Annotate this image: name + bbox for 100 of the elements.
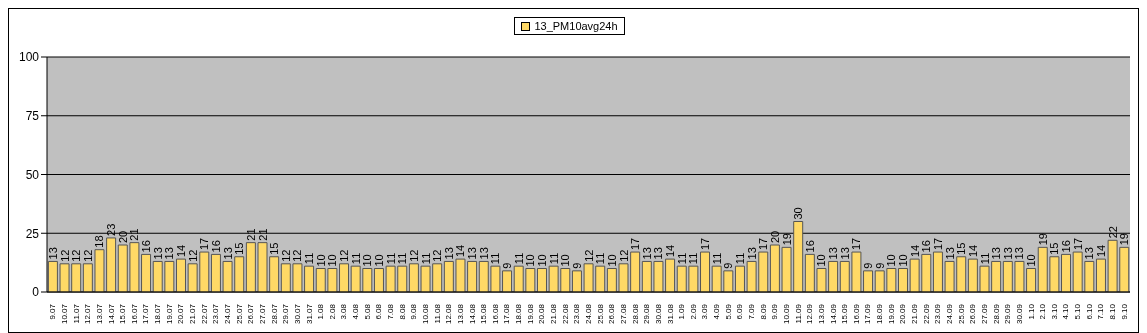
- data-label: 9: [570, 262, 583, 269]
- y-tick-label: 100: [18, 50, 40, 65]
- x-tick-label: 8.09: [758, 303, 768, 320]
- x-tick-label: 13.09: [816, 303, 826, 325]
- x-tick-label: 7.10: [1096, 303, 1106, 320]
- x-tick-label: 10.09: [781, 303, 791, 325]
- x-tick-label: 11.07: [71, 303, 81, 324]
- data-label: 14: [1094, 244, 1107, 258]
- data-label: 20: [768, 230, 781, 243]
- x-tick-label: 1.09: [677, 303, 687, 320]
- data-label: 13: [151, 247, 164, 260]
- x-tick-label: 25.09: [956, 303, 966, 325]
- data-label: 10: [361, 254, 374, 267]
- x-tick-label: 30.08: [653, 303, 663, 325]
- x-tick-label: 24.09: [945, 303, 954, 325]
- x-tick-label: 2.09: [688, 303, 698, 320]
- x-tick-label: 31.08: [665, 303, 675, 325]
- x-tick-label: 20.07: [176, 303, 186, 325]
- x-tick-label: 22.09: [921, 303, 931, 325]
- x-tick-label: 26.09: [968, 303, 978, 325]
- x-tick-label: 6.10: [1084, 303, 1094, 320]
- x-tick-label: 15.07: [118, 303, 128, 325]
- x-tick-label: 2.10: [1038, 303, 1048, 320]
- x-tick-label: 24.07: [223, 303, 232, 325]
- legend-label: 13_PM10avg24h: [533, 20, 618, 32]
- data-label: 11: [710, 252, 723, 265]
- x-tick-label: 23.08: [572, 303, 582, 325]
- data-label: 13: [827, 247, 840, 260]
- x-tick-label: 7.09: [747, 303, 757, 320]
- data-label: 12: [431, 249, 444, 262]
- x-tick-label: 19.08: [525, 303, 535, 325]
- data-label: 10: [885, 254, 898, 267]
- x-tick-label: 27.07: [257, 303, 267, 325]
- x-tick-label: 24.08: [584, 303, 593, 325]
- data-label: 12: [81, 249, 94, 262]
- x-tick-label: 26.07: [246, 303, 256, 325]
- x-tick-label: 9.08: [409, 303, 419, 320]
- y-tick-label: 75: [25, 109, 40, 124]
- data-label: 13: [1013, 247, 1026, 260]
- x-tick-label: 9.10: [1119, 303, 1129, 320]
- data-label: 21: [244, 228, 257, 241]
- data-label: 30: [792, 207, 805, 220]
- x-tick-label: 30.09: [1014, 303, 1024, 325]
- x-tick-label: 19.07: [164, 303, 174, 325]
- data-label: 10: [314, 254, 327, 267]
- x-tick-label: 14.09: [828, 303, 838, 325]
- data-label: 13: [640, 247, 653, 260]
- x-tick-label: 21.09: [910, 303, 920, 325]
- x-tick-label: 29.08: [642, 303, 652, 325]
- x-tick-label: 21.07: [188, 303, 198, 325]
- data-label: 11: [547, 252, 560, 265]
- x-tick-label: 21.08: [549, 303, 559, 325]
- x-tick-label: 11.08: [432, 303, 442, 324]
- data-label: 9: [873, 262, 886, 269]
- x-tick-label: 22.08: [560, 303, 570, 325]
- data-label: 16: [1060, 240, 1073, 253]
- data-label: 13: [442, 247, 455, 260]
- data-label: 15: [233, 242, 246, 255]
- x-tick-label: 5.09: [723, 303, 733, 320]
- data-label: 13: [1001, 247, 1014, 260]
- x-tick-label: 18.08: [514, 303, 524, 325]
- data-label: 11: [978, 252, 991, 265]
- data-label: 11: [384, 252, 397, 265]
- data-label: 12: [279, 249, 292, 262]
- x-tick-label: 28.07: [269, 303, 279, 325]
- x-tick-label: 29.07: [281, 303, 291, 325]
- x-tick-label: 20.09: [898, 303, 908, 325]
- x-tick-label: 18.09: [875, 303, 885, 325]
- x-tick-label: 16.07: [129, 303, 139, 325]
- data-label: 11: [396, 252, 409, 265]
- data-label: 11: [675, 252, 688, 265]
- x-tick-label: 22.07: [199, 303, 209, 325]
- data-label: 11: [594, 252, 607, 265]
- data-label: 14: [664, 244, 677, 258]
- x-tick-label: 10.07: [59, 303, 69, 325]
- x-tick-label: 23.07: [211, 303, 221, 325]
- x-tick-label: 16.08: [490, 303, 500, 325]
- x-tick-label: 2.08: [327, 303, 337, 320]
- x-tick-label: 4.09: [712, 303, 722, 320]
- data-label: 13: [466, 247, 479, 260]
- data-label: 14: [454, 244, 467, 258]
- data-label: 9: [722, 262, 735, 269]
- data-label: 17: [850, 237, 863, 251]
- y-tick-label: 0: [32, 285, 40, 300]
- x-tick-label: 13.08: [455, 303, 465, 325]
- data-label: 9: [862, 262, 875, 269]
- data-label: 11: [303, 252, 316, 265]
- data-label: 10: [326, 254, 339, 267]
- data-label: 20: [116, 230, 129, 243]
- x-tick-label: 25.07: [234, 303, 244, 325]
- data-label: 9: [501, 262, 514, 269]
- data-label: 14: [174, 244, 187, 258]
- data-label: 13: [46, 247, 59, 260]
- x-tick-label: 14.08: [467, 303, 477, 325]
- x-tick-label: 12.09: [805, 303, 815, 325]
- data-label: 23: [105, 223, 118, 236]
- data-label: 10: [1025, 254, 1038, 267]
- data-label: 13: [221, 247, 234, 260]
- y-tick-label: 25: [25, 226, 40, 241]
- data-label: 17: [757, 237, 770, 251]
